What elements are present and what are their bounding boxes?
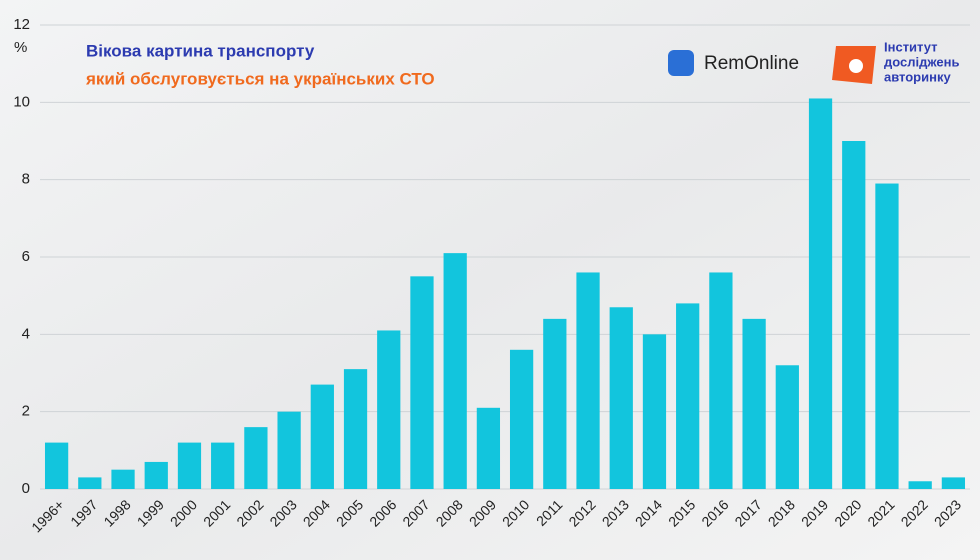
bar	[211, 442, 235, 489]
bar	[808, 98, 833, 489]
bar	[509, 349, 534, 489]
bar	[144, 461, 168, 489]
bar	[742, 318, 766, 489]
bar	[277, 411, 301, 489]
y-tick-label: 10	[13, 93, 30, 110]
bar	[310, 384, 334, 489]
bar	[78, 477, 102, 489]
bar	[676, 303, 700, 489]
bar	[842, 141, 866, 489]
y-tick-label: 8	[22, 171, 30, 188]
institute-logo: Інститут досліджень авторинку	[832, 39, 960, 84]
y-tick-label: 12	[13, 16, 30, 33]
bar	[709, 272, 733, 489]
bar	[576, 272, 600, 489]
bar	[343, 369, 368, 489]
bar	[244, 427, 268, 489]
logo-text: досліджень	[884, 54, 960, 69]
bar	[476, 407, 501, 489]
bar	[642, 334, 667, 489]
bar	[177, 442, 202, 489]
logo-icon	[668, 50, 694, 76]
y-tick-label: 2	[22, 403, 30, 420]
logo-text: RemOnline	[704, 53, 799, 74]
bar	[410, 276, 434, 489]
bar	[609, 307, 633, 489]
logo-text: Інститут	[884, 39, 938, 54]
y-tick-label: 6	[22, 248, 30, 265]
bar	[443, 253, 467, 489]
y-axis-label: %	[14, 39, 27, 56]
bar	[111, 469, 135, 489]
remonline-logo: RemOnline	[668, 50, 799, 76]
bar	[377, 330, 401, 489]
chart-subtitle: який обслуговується на українських СТО	[85, 69, 435, 88]
y-tick-label: 4	[22, 325, 30, 342]
bar	[543, 318, 567, 489]
bar	[44, 442, 69, 489]
chart-title: Вікова картина транспорту	[86, 41, 315, 60]
logo-icon-dot	[849, 59, 863, 73]
bar	[941, 477, 966, 489]
logo-text: авторинку	[884, 69, 951, 84]
bar	[908, 481, 932, 489]
bar	[775, 365, 799, 489]
bar	[875, 183, 899, 490]
y-tick-label: 0	[22, 480, 30, 497]
